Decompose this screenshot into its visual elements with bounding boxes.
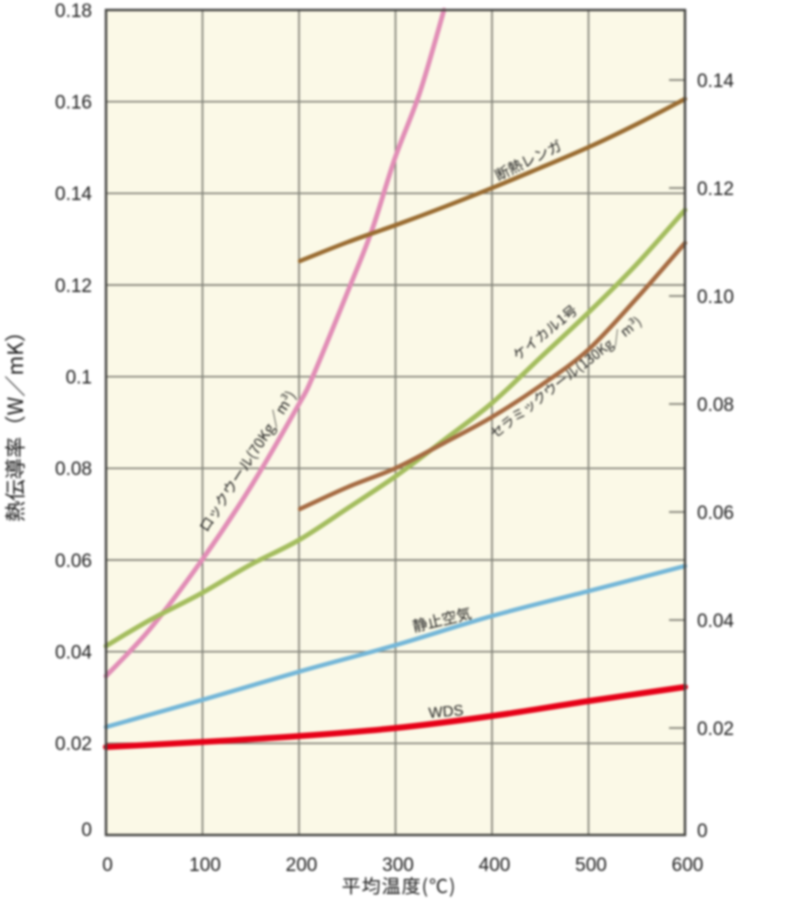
svg-text:0.14: 0.14 [55, 184, 92, 205]
svg-text:0.10: 0.10 [697, 287, 734, 308]
svg-text:400: 400 [479, 855, 511, 876]
svg-text:200: 200 [286, 855, 318, 876]
svg-text:0.02: 0.02 [697, 719, 734, 740]
svg-text:0: 0 [81, 820, 92, 841]
svg-text:0: 0 [102, 855, 113, 876]
svg-text:0.1: 0.1 [66, 368, 92, 389]
svg-text:0.12: 0.12 [697, 179, 734, 200]
svg-text:0.02: 0.02 [55, 734, 92, 755]
svg-text:0.06: 0.06 [55, 551, 92, 572]
svg-text:600: 600 [672, 855, 704, 876]
svg-text:0.08: 0.08 [55, 459, 92, 480]
svg-text:500: 500 [575, 855, 607, 876]
svg-text:0.16: 0.16 [55, 93, 92, 114]
svg-text:300: 300 [382, 855, 414, 876]
svg-text:WDS: WDS [428, 702, 464, 722]
svg-text:0.04: 0.04 [55, 643, 92, 664]
svg-text:0.14: 0.14 [697, 71, 734, 92]
svg-text:0.08: 0.08 [697, 395, 734, 416]
svg-text:0.12: 0.12 [55, 276, 92, 297]
svg-text:0: 0 [697, 821, 708, 842]
svg-text:100: 100 [189, 855, 221, 876]
svg-text:0.04: 0.04 [697, 611, 734, 632]
svg-text:0.18: 0.18 [55, 1, 92, 22]
svg-text:0.06: 0.06 [697, 503, 734, 524]
